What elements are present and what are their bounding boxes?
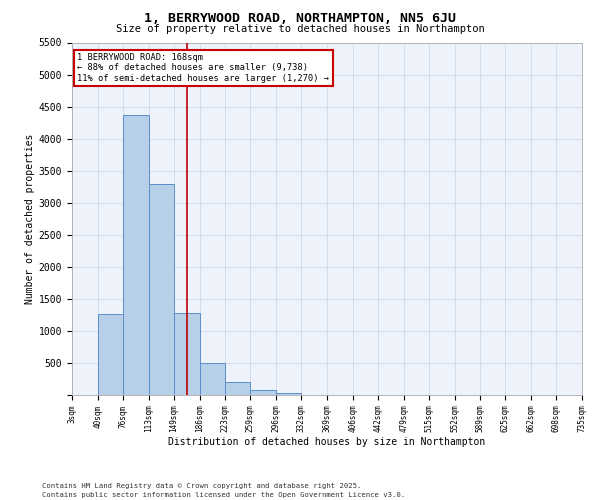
Bar	[174, 313, 199, 395]
Text: Contains HM Land Registry data © Crown copyright and database right 2025.: Contains HM Land Registry data © Crown c…	[42, 483, 361, 489]
Bar	[98, 314, 123, 395]
Y-axis label: Number of detached properties: Number of detached properties	[25, 134, 35, 304]
Text: Size of property relative to detached houses in Northampton: Size of property relative to detached ho…	[116, 24, 484, 34]
Text: 1 BERRYWOOD ROAD: 168sqm
← 88% of detached houses are smaller (9,738)
11% of sem: 1 BERRYWOOD ROAD: 168sqm ← 88% of detach…	[77, 53, 329, 83]
Bar	[149, 184, 174, 395]
Bar	[276, 393, 301, 395]
X-axis label: Distribution of detached houses by size in Northampton: Distribution of detached houses by size …	[169, 436, 485, 446]
Bar	[199, 363, 225, 395]
Bar	[123, 115, 149, 395]
Bar	[250, 390, 276, 395]
Text: Contains public sector information licensed under the Open Government Licence v3: Contains public sector information licen…	[42, 492, 405, 498]
Bar	[225, 382, 250, 395]
Text: 1, BERRYWOOD ROAD, NORTHAMPTON, NN5 6JU: 1, BERRYWOOD ROAD, NORTHAMPTON, NN5 6JU	[144, 12, 456, 26]
